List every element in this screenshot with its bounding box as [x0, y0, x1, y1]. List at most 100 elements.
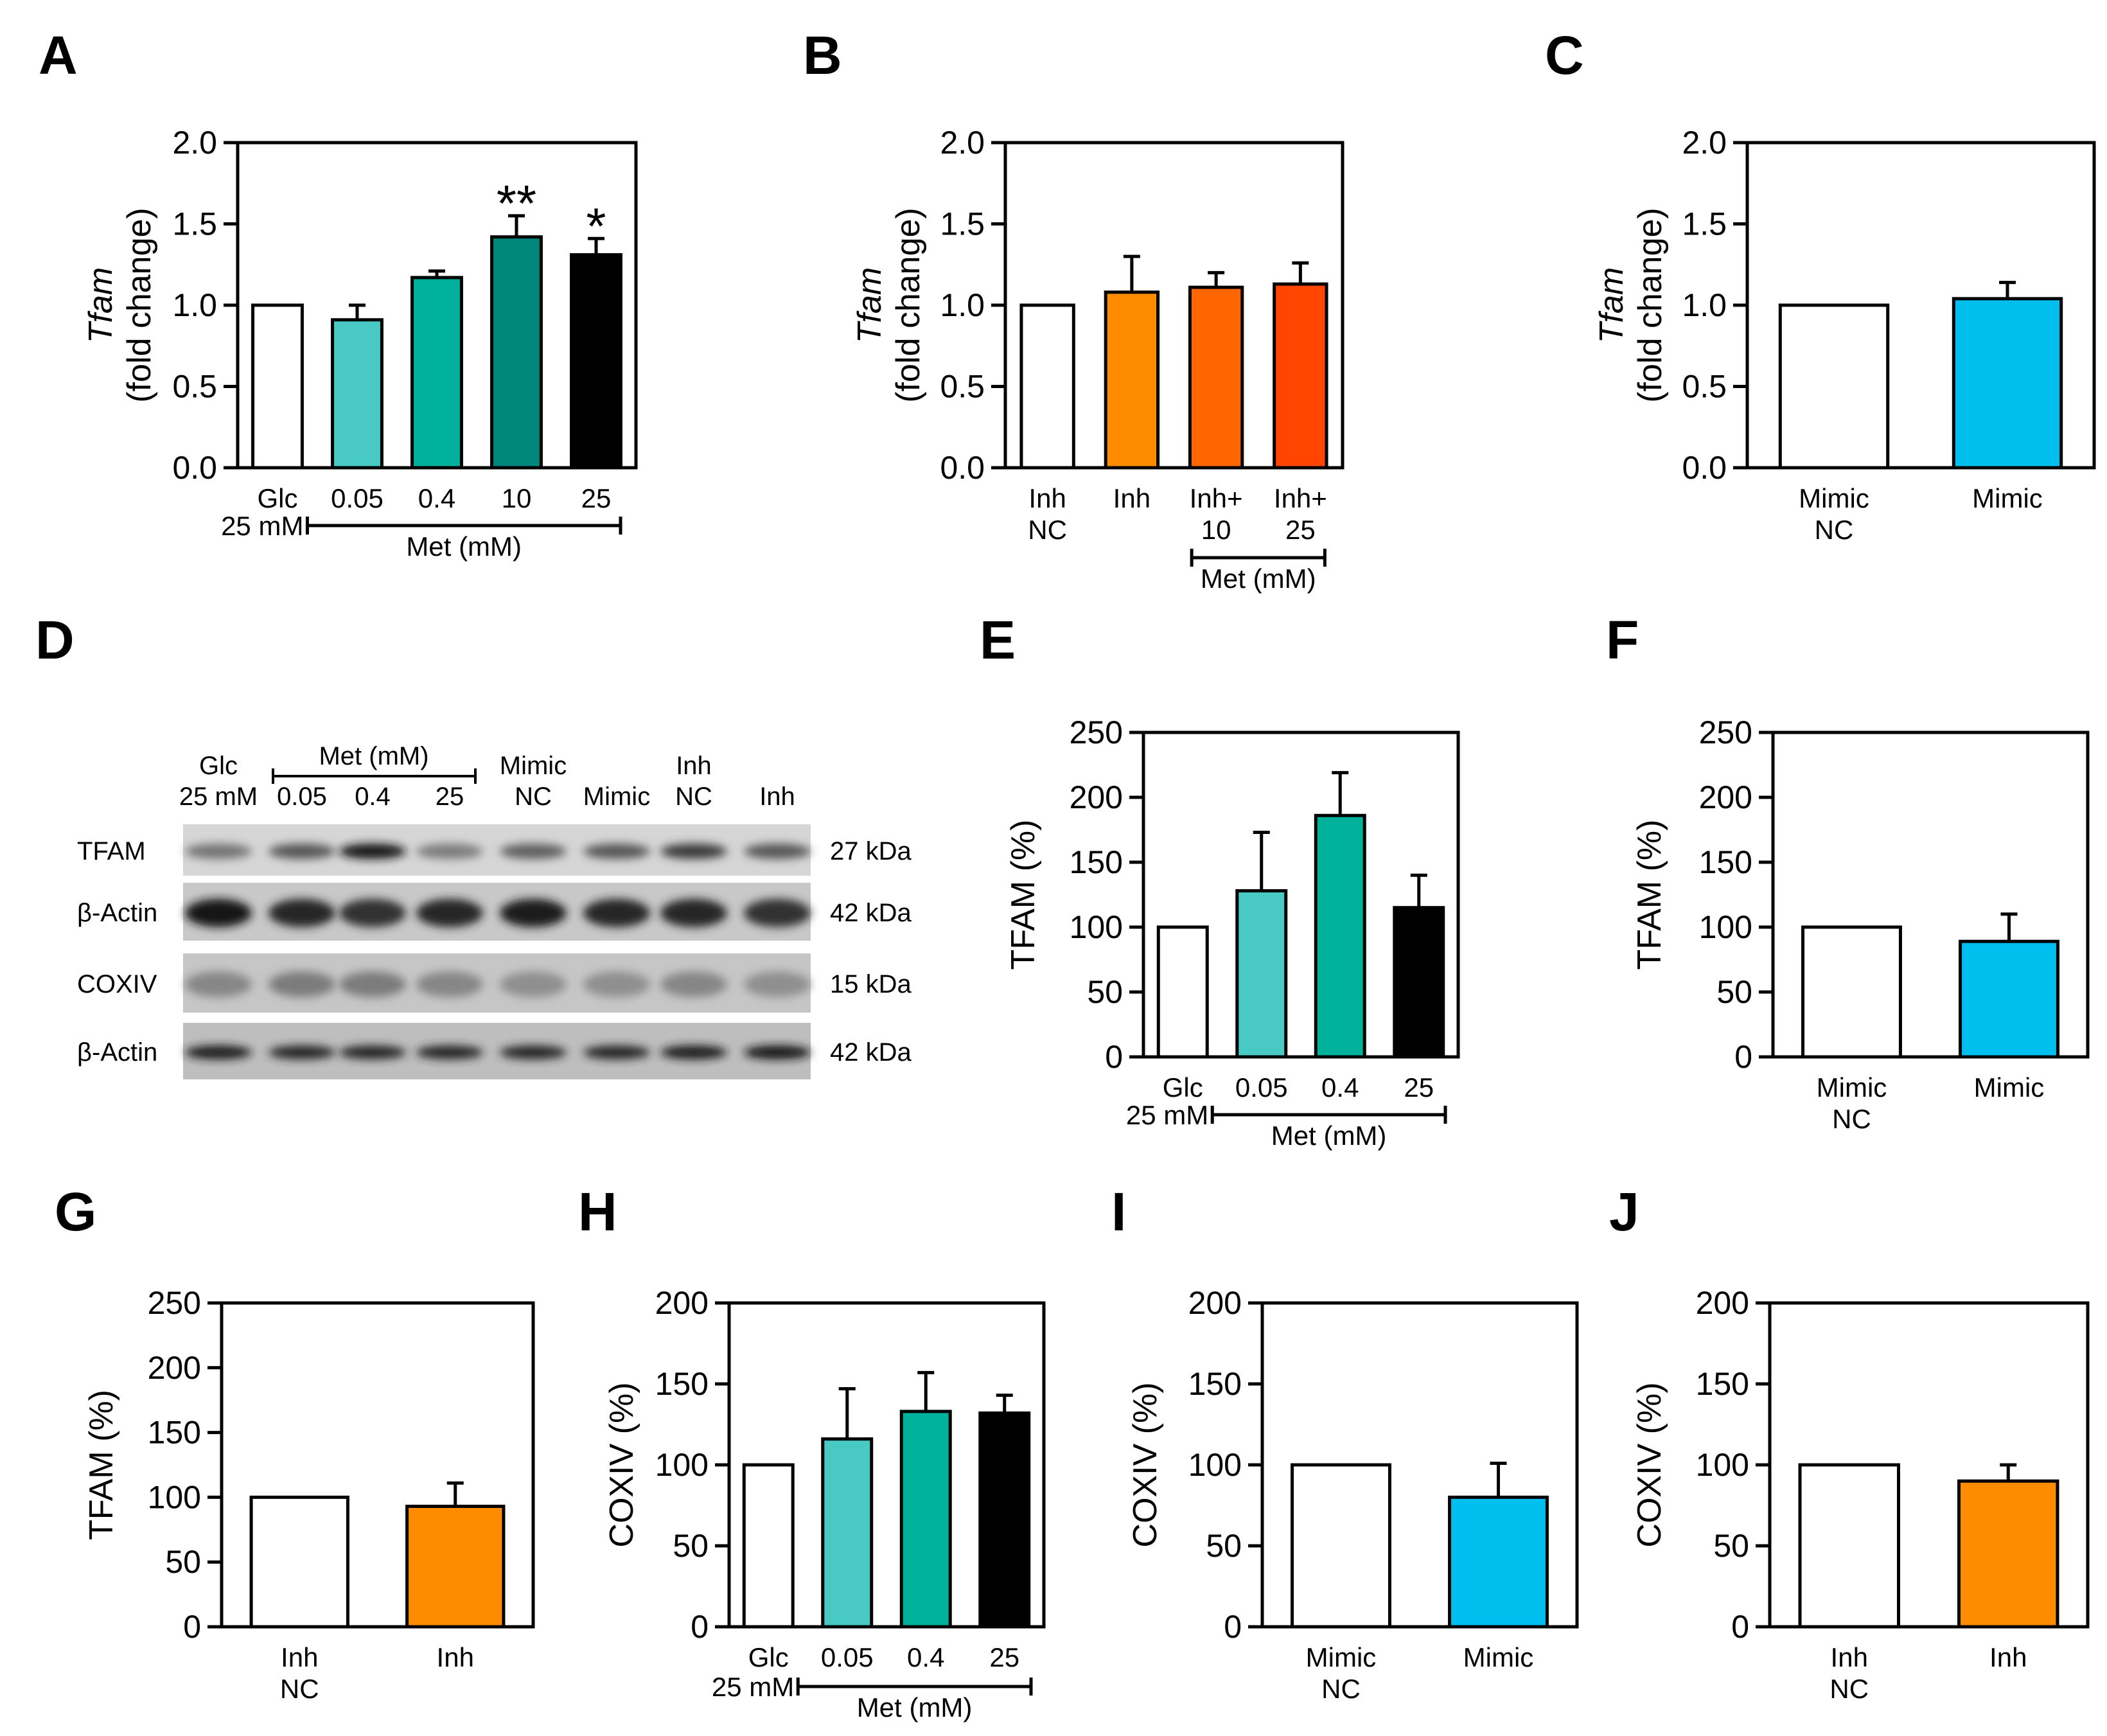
blot-row-actin1: β-Actin 42 kDa — [77, 883, 912, 941]
y-axis-label-gene: Tfam — [1593, 267, 1630, 343]
y-tick-label: 50 — [673, 1528, 709, 1564]
y-axis-label: (fold change) — [890, 208, 927, 403]
y-tick-label: 100 — [655, 1447, 709, 1483]
blot-band — [660, 844, 727, 859]
x-tick-label: 0.05 — [331, 483, 383, 513]
x-tick-label: 25 — [1285, 515, 1316, 545]
bar — [1959, 939, 2059, 1059]
y-axis-label-gene: Tfam — [82, 267, 119, 343]
y-tick-label: 0.5 — [1682, 369, 1727, 405]
y-tick-label: 50 — [1713, 1528, 1749, 1564]
y-tick-label: 1.5 — [940, 206, 985, 242]
x-tick-label: Mimic — [1974, 1072, 2045, 1103]
blot-lane-label: Inh — [759, 783, 795, 811]
plot-frame — [1142, 731, 1460, 1059]
bar — [1952, 297, 2063, 470]
blot-row-COXIV: COXIV 15 kDa — [77, 953, 912, 1013]
y-tick-label: 200 — [655, 1285, 709, 1321]
blot-met-label: Met (mM) — [319, 742, 428, 770]
bar — [1314, 813, 1366, 1059]
chart-panel-E: 0 50 100 150 200 250 TFAM (%) Glc 0.05 0.4 25 25 mM… — [1005, 714, 1460, 1151]
x-tick-label: 10 — [1201, 515, 1231, 545]
y-tick-label: 150 — [1188, 1366, 1242, 1402]
y-tick-label: 1.5 — [1682, 206, 1727, 242]
x-tick-label: Inh — [1028, 483, 1066, 513]
blot-band — [500, 899, 567, 927]
bar — [1188, 285, 1244, 470]
y-axis-label-gene: Tfam — [851, 267, 888, 343]
blot-band — [185, 1045, 252, 1059]
blot-row-label: TFAM — [77, 837, 146, 865]
blot-band — [744, 1045, 811, 1059]
blot-band — [660, 971, 727, 997]
blot-row-label: COXIV — [77, 970, 157, 998]
blot-band — [269, 844, 335, 859]
blot-band — [269, 971, 335, 997]
y-tick-label: 150 — [655, 1366, 709, 1402]
y-tick-label: 200 — [148, 1350, 201, 1386]
y-tick-label: 0 — [183, 1609, 201, 1645]
x-tick-label: Glc — [748, 1642, 789, 1672]
group-label: Met (mM) — [857, 1692, 973, 1723]
y-tick-label: 250 — [1699, 714, 1752, 750]
x-tick-label: Glc — [258, 483, 298, 513]
bar — [410, 276, 463, 470]
bar — [1448, 1495, 1549, 1629]
y-axis-label: (fold change) — [121, 208, 158, 403]
x-tick-label: 25 — [1404, 1072, 1434, 1103]
y-tick-label: 1.0 — [1682, 287, 1727, 323]
x-tick-label: Inh — [1113, 483, 1150, 513]
panel-letter-B: B — [803, 25, 842, 85]
blot-band — [416, 971, 483, 997]
blot-lane-label: 25 — [436, 783, 464, 811]
x-tick-label: 0.4 — [418, 483, 455, 513]
y-tick-label: 0 — [691, 1609, 709, 1645]
y-tick-label: 1.0 — [172, 287, 217, 323]
y-tick-label: 0.0 — [1682, 450, 1727, 486]
x-tick-label: 25 — [581, 483, 612, 513]
x-tick-label: Inh+ — [1190, 483, 1243, 513]
blot-band — [744, 971, 811, 997]
y-tick-label: 50 — [1087, 974, 1123, 1010]
x-tick-label: Inh+ — [1274, 483, 1327, 513]
blot-size-label: 42 kDa — [830, 1038, 912, 1067]
y-axis-label: COXIV (%) — [1631, 1382, 1668, 1547]
y-tick-label: 150 — [1070, 844, 1123, 880]
x-tick-label: NC — [1829, 1674, 1869, 1704]
blot-row-actin2: β-Actin 42 kDa — [77, 1023, 912, 1079]
y-tick-label: 50 — [1206, 1528, 1242, 1564]
bar — [1798, 1463, 1900, 1629]
y-tick-label: 200 — [1699, 779, 1752, 815]
bar — [1801, 925, 1902, 1059]
group-prefix-label: 25 mM — [221, 511, 303, 541]
x-tick-label: Mimic — [1463, 1642, 1534, 1672]
panel-letter-F: F — [1606, 610, 1639, 670]
bar — [249, 1495, 349, 1629]
blot-lane-label: Inh — [676, 752, 712, 780]
bar — [1291, 1463, 1391, 1629]
x-tick-label: Inh — [1989, 1642, 2027, 1672]
y-tick-label: 200 — [1070, 779, 1123, 815]
group-label: Met (mM) — [406, 531, 522, 562]
x-tick-label: Mimic — [1306, 1642, 1377, 1672]
blot-band — [500, 844, 567, 859]
y-tick-label: 0.0 — [172, 450, 217, 486]
y-tick-label: 100 — [1188, 1447, 1242, 1483]
group-label: Met (mM) — [1201, 563, 1316, 594]
y-tick-label: 2.0 — [940, 125, 985, 161]
bar — [821, 1437, 874, 1629]
x-tick-label: 0.05 — [1235, 1072, 1288, 1103]
group-prefix-label: 25 mM — [1126, 1100, 1208, 1130]
y-tick-label: 0 — [1224, 1609, 1242, 1645]
y-tick-label: 0.0 — [940, 450, 985, 486]
bar — [1019, 303, 1075, 470]
blot-band — [185, 971, 252, 997]
panel-letter-I: I — [1111, 1182, 1126, 1242]
y-tick-label: 100 — [1070, 909, 1123, 945]
panel-letter-G: G — [55, 1182, 96, 1242]
y-tick-label: 250 — [148, 1285, 201, 1321]
